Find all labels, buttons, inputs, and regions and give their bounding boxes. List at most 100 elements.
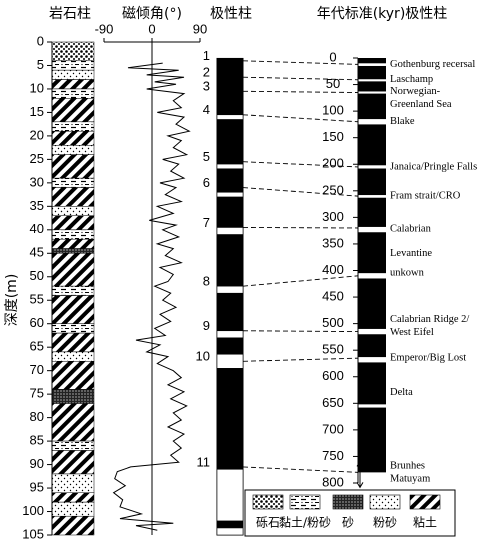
inclination-tick-label: -90 — [95, 21, 114, 36]
polarity-gap — [216, 468, 244, 522]
polarity-label: 10 — [196, 349, 210, 364]
event-label: Emperor/Big Lost — [390, 353, 466, 364]
age-gap — [358, 328, 386, 335]
lithology-layer — [51, 187, 95, 207]
polarity-gap — [216, 191, 244, 198]
lithology-layer — [51, 515, 95, 536]
correlation-line — [242, 114, 359, 123]
age-tick-label: 550 — [322, 342, 344, 357]
lithology-layer — [51, 88, 95, 99]
event-label: Matuyam — [390, 473, 430, 484]
correlation-line — [242, 60, 359, 65]
age-tick-label: 600 — [322, 368, 344, 383]
polarity-gap — [216, 227, 244, 235]
event-label: Norwegian- — [390, 86, 441, 97]
lithology-layer — [51, 79, 95, 90]
event-label: Delta — [390, 387, 413, 398]
event-label: Janaica/Pringle Falls — [390, 161, 477, 172]
age-tick-label: 50 — [326, 76, 340, 91]
event-label: Gothenburg recersal — [390, 59, 475, 70]
column-header: 岩石柱 — [49, 6, 91, 22]
legend-swatch — [409, 494, 441, 510]
age-tick-label: 0 — [329, 49, 336, 64]
polarity-gap — [216, 285, 244, 294]
depth-tick-label: 85 — [30, 433, 44, 448]
depth-tick-label: 5 — [37, 57, 44, 72]
lithology-layer — [51, 332, 95, 353]
legend-label: 粉砂 — [373, 516, 397, 530]
column-header: 极性柱 — [210, 6, 252, 22]
legend-swatch — [332, 494, 364, 510]
age-gap — [358, 226, 386, 233]
column-header: 磁倾角(°) — [122, 6, 182, 22]
depth-tick-label: 45 — [30, 245, 44, 260]
age-gap — [358, 63, 386, 66]
age-gap — [358, 79, 386, 82]
correlation-line — [242, 275, 359, 287]
polarity-label: 3 — [203, 79, 210, 94]
depth-tick-label: 55 — [30, 292, 44, 307]
correlation-line — [242, 187, 359, 197]
depth-tick-label: 105 — [22, 526, 44, 541]
age-tick-label: 800 — [322, 474, 344, 489]
legend-label: 砂 — [342, 516, 354, 530]
event-label: Calabrian Ridge 2/ — [390, 314, 469, 325]
age-tick-label: 650 — [322, 395, 344, 410]
correlation-line — [242, 161, 359, 168]
inclination-tick-label: 0 — [148, 21, 155, 36]
lithology-layer — [51, 403, 95, 442]
event-label: Brunhes — [390, 460, 425, 471]
lithology-layer — [51, 361, 95, 390]
polarity-gap — [216, 353, 244, 369]
event-label: Greenland Sea — [390, 99, 452, 110]
depth-tick-label: 70 — [30, 362, 44, 377]
legend-label: 砾石 — [256, 516, 280, 530]
age-gap — [358, 91, 386, 94]
legend-swatch — [369, 494, 401, 510]
age-tick-label: 150 — [322, 129, 344, 144]
depth-tick-label: 90 — [30, 456, 44, 471]
age-tick-label: 500 — [322, 315, 344, 330]
lithology-layer — [51, 60, 95, 71]
polarity-label: 1 — [203, 48, 210, 63]
polarity-column — [216, 57, 244, 536]
depth-tick-label: 65 — [30, 339, 44, 354]
age-tick-label: 700 — [322, 421, 344, 436]
depth-tick-label: 80 — [30, 409, 44, 424]
lithology-layer — [51, 450, 95, 475]
correlation-line — [242, 357, 359, 362]
lithology-layer — [51, 177, 95, 188]
age-tick-label: 200 — [322, 156, 344, 171]
lithology-layer — [51, 130, 95, 146]
lithology-layer — [51, 323, 95, 334]
event-label: Fram strait/CRO — [390, 191, 461, 202]
depth-tick-label: 95 — [30, 479, 44, 494]
column-header: 年代标准(kyr)极性柱 — [317, 6, 448, 22]
age-gap — [358, 165, 386, 169]
event-label: Calabrian — [390, 223, 432, 234]
age-tick-label: 400 — [322, 262, 344, 277]
legend-label: 粘土 — [413, 515, 437, 530]
event-label: unkown — [390, 268, 425, 279]
event-label: Levantine — [390, 248, 432, 259]
inclination-tick-label: 90 — [193, 21, 207, 36]
lithology-layer — [51, 253, 95, 287]
depth-tick-label: 0 — [37, 33, 44, 48]
depth-tick-label: 100 — [22, 503, 44, 518]
correlation-line — [242, 466, 359, 473]
correlation-line — [242, 76, 359, 81]
age-gap — [358, 273, 386, 279]
age-gap — [358, 119, 386, 125]
legend-swatch — [289, 494, 321, 510]
polarity-label: 11 — [197, 454, 211, 469]
lithology-layer — [51, 238, 95, 249]
lithology-layer — [51, 492, 95, 503]
arrow-head — [356, 460, 364, 489]
lithology-layer — [51, 145, 95, 155]
depth-tick-label: 60 — [30, 315, 44, 330]
depth-tick-label: 25 — [30, 151, 44, 166]
inclination-curve — [112, 62, 191, 531]
correlation-line — [242, 227, 359, 229]
lithology-layer — [51, 248, 95, 254]
